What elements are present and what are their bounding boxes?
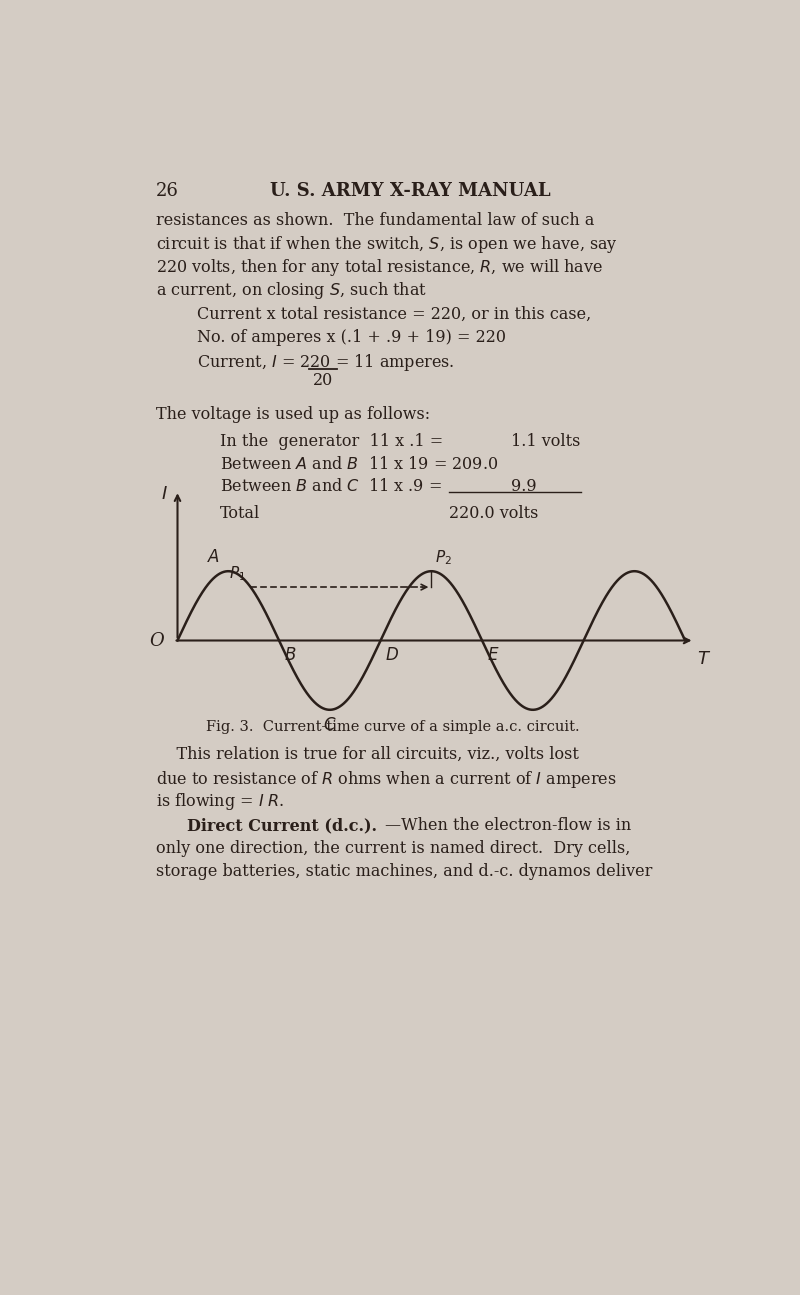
Text: $I$: $I$ <box>162 484 168 502</box>
Text: a current, on closing $S$, such that: a current, on closing $S$, such that <box>156 280 427 300</box>
Text: Current, $I$ = 220 = 11 amperes.: Current, $I$ = 220 = 11 amperes. <box>197 352 454 373</box>
Text: No. of amperes x (.1 + .9 + 19) = 220: No. of amperes x (.1 + .9 + 19) = 220 <box>197 329 506 346</box>
Text: 220.0 volts: 220.0 volts <box>449 505 538 522</box>
Text: 20: 20 <box>313 372 334 390</box>
Text: $P_1$: $P_1$ <box>229 565 246 583</box>
Text: $A$: $A$ <box>207 549 221 566</box>
Text: is flowing = $I$ $R$.: is flowing = $I$ $R$. <box>156 791 284 812</box>
Text: In the  generator  11 x .1 =: In the generator 11 x .1 = <box>220 433 443 449</box>
Text: 220 volts, then for any total resistance, $R$, we will have: 220 volts, then for any total resistance… <box>156 256 603 278</box>
Text: $D$: $D$ <box>386 648 399 664</box>
Text: only one direction, the current is named direct.  Dry cells,: only one direction, the current is named… <box>156 840 630 857</box>
Text: Direct Current (d.c.).: Direct Current (d.c.). <box>187 817 377 834</box>
Text: Between $A$ and $B$  11 x 19 = 209.0: Between $A$ and $B$ 11 x 19 = 209.0 <box>220 456 498 473</box>
Text: U. S. ARMY X-RAY MANUAL: U. S. ARMY X-RAY MANUAL <box>270 183 550 201</box>
Text: $T$: $T$ <box>697 650 711 668</box>
Text: Current x total resistance = 220, or in this case,: Current x total resistance = 220, or in … <box>197 307 591 324</box>
Text: This relation is true for all circuits, viz., volts lost: This relation is true for all circuits, … <box>156 746 578 763</box>
Text: 1.1 volts: 1.1 volts <box>510 433 580 449</box>
Text: $B$: $B$ <box>284 648 296 664</box>
Text: Between $B$ and $C$  11 x .9 =: Between $B$ and $C$ 11 x .9 = <box>220 478 442 496</box>
Text: $C$: $C$ <box>323 716 337 734</box>
Text: due to resistance of $R$ ohms when a current of $I$ amperes: due to resistance of $R$ ohms when a cur… <box>156 769 617 790</box>
Text: Fig. 3.  Current-time curve of a simple a.c. circuit.: Fig. 3. Current-time curve of a simple a… <box>206 720 580 734</box>
Text: 26: 26 <box>156 183 178 201</box>
Text: —When the electron-flow is in: —When the electron-flow is in <box>386 817 631 834</box>
Text: storage batteries, static machines, and d.-c. dynamos deliver: storage batteries, static machines, and … <box>156 862 652 879</box>
Text: resistances as shown.  The fundamental law of such a: resistances as shown. The fundamental la… <box>156 211 594 229</box>
Text: 9.9: 9.9 <box>510 478 536 496</box>
Text: The voltage is used up as follows:: The voltage is used up as follows: <box>156 407 430 423</box>
Text: Total: Total <box>220 505 260 522</box>
Text: $E$: $E$ <box>486 648 499 664</box>
Text: circuit is that if when the switch, $S$, is open we have, say: circuit is that if when the switch, $S$,… <box>156 234 618 255</box>
Text: O: O <box>149 632 163 650</box>
Text: $P_2$: $P_2$ <box>435 549 452 567</box>
